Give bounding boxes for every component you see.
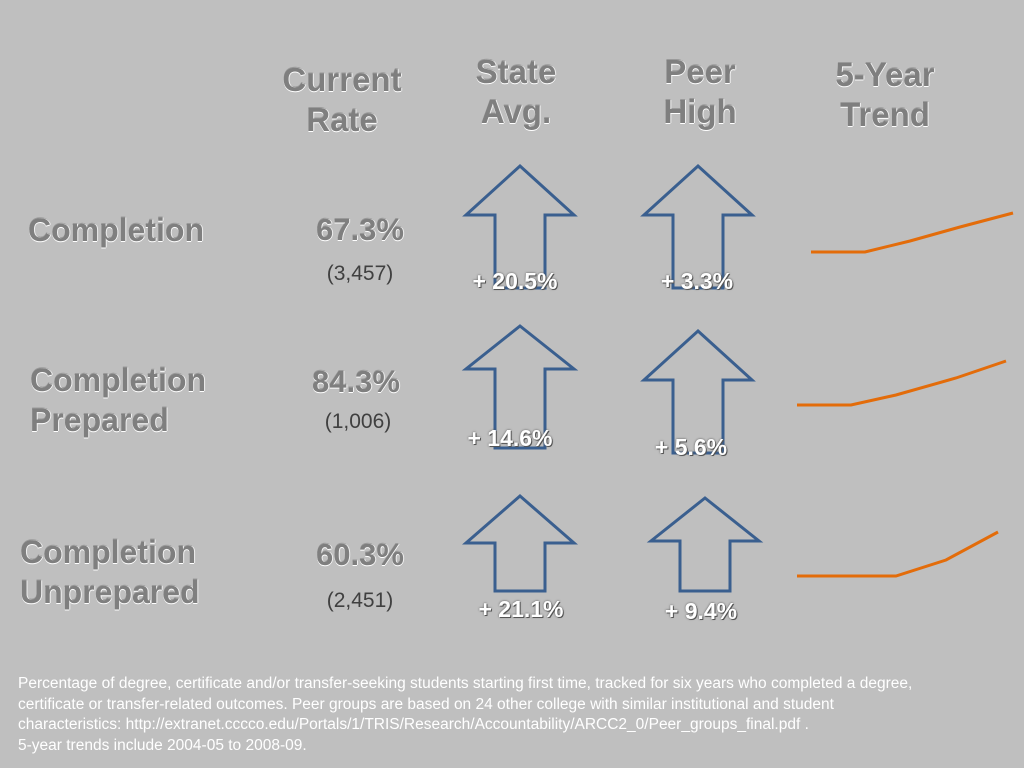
count-completion: (3,457) [326,262,394,285]
up-arrow-icon [640,328,756,455]
up-arrow-icon [461,494,579,593]
trend-line-icon [797,359,1007,407]
state-diff-completion-unprepared: + 21.1% [478,596,564,622]
count-completion-unprepared: (2,451) [326,589,394,612]
up-arrow-icon [462,163,578,290]
current-rate-completion-prepared: 84.3% [312,364,400,399]
count-completion-prepared: (1,006) [324,410,392,433]
header-state-avg: State Avg. [475,53,557,130]
current-rate-completion: 67.3% [316,212,404,247]
peer-diff-completion-unprepared: + 9.4% [664,598,738,624]
peer-diff-completion: + 3.3% [660,268,734,294]
header-current-rate: Current Rate [282,61,402,138]
header-peer-high: Peer High [663,53,737,130]
header-five-year-trend: 5-Year Trend [835,56,935,133]
up-arrow-icon [461,324,579,450]
row-label-completion-unprepared: Completion Unprepared [20,534,200,610]
up-arrow-icon [646,496,764,593]
up-arrow-icon [640,163,756,290]
row-label-completion-prepared: Completion Prepared [30,362,206,438]
row-label-completion: Completion [28,212,204,248]
peer-diff-completion-prepared: + 5.6% [654,434,728,460]
trend-line-icon [797,530,999,578]
footnote: Percentage of degree, certificate and/or… [18,675,913,754]
current-rate-completion-unprepared: 60.3% [316,537,404,572]
state-diff-completion-prepared: + 14.6% [467,425,553,451]
state-diff-completion: + 20.5% [472,268,558,294]
trend-line-icon [811,211,1014,254]
